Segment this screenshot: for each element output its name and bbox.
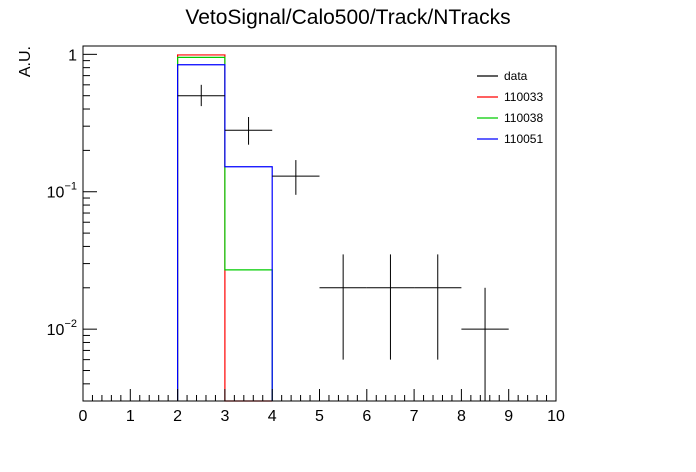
data-point-1	[177, 84, 225, 107]
y-tick-label: 1	[68, 47, 77, 64]
series-layer	[177, 54, 509, 402]
x-tick-label: 2	[173, 408, 182, 425]
x-tick-label: 0	[79, 408, 88, 425]
data-point-7	[461, 287, 509, 401]
y-tick-label: 10−2	[47, 318, 77, 339]
legend-item-data: data	[477, 69, 528, 83]
y-tick-label: 10−1	[47, 181, 77, 202]
x-tick-label: 9	[504, 408, 513, 425]
legend-label: 110051	[504, 132, 543, 146]
x-tick-label: 6	[362, 408, 371, 425]
x-tick-label: 5	[315, 408, 324, 425]
x-tick-label: 10	[547, 408, 565, 425]
legend-item-110033: 110033	[477, 90, 543, 104]
legend-item-110051: 110051	[477, 132, 543, 146]
y-tick-base: 10	[47, 185, 65, 202]
y-axis-title: A.U.	[17, 46, 34, 77]
legend-label: 110033	[504, 90, 543, 104]
x-tick-label: 3	[220, 408, 229, 425]
x-tick-label: 7	[410, 408, 419, 425]
data-point-4	[319, 254, 367, 360]
y-tick-exponent: −2	[64, 318, 77, 330]
y-tick-base: 1	[68, 47, 77, 64]
x-tick-label: 4	[268, 408, 277, 425]
chart-title: VetoSignal/Calo500/Track/NTracks	[185, 6, 510, 29]
legend-label: 110038	[504, 111, 543, 125]
data-point-3	[272, 160, 320, 195]
data-point-6	[414, 254, 462, 360]
data-point-2	[224, 116, 273, 145]
x-tick-label: 8	[457, 408, 466, 425]
legend: data 110033 110038 110051	[477, 69, 543, 146]
legend-label: data	[504, 69, 528, 83]
x-tick-label: 1	[126, 408, 135, 425]
hist-110051	[177, 64, 273, 401]
y-tick-exponent: −1	[64, 181, 77, 193]
legend-item-110038: 110038	[477, 111, 543, 125]
data-point-5	[366, 254, 415, 360]
y-tick-base: 10	[47, 322, 65, 339]
